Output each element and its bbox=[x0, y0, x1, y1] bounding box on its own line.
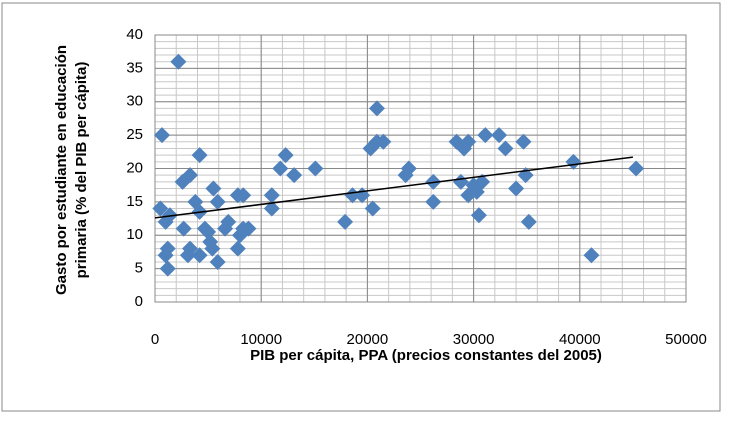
data-point bbox=[277, 147, 294, 164]
x-tick-label: 50000 bbox=[665, 331, 707, 348]
y-axis-title: Gasto por estudiante en educación bbox=[53, 45, 70, 295]
y-tick-label: 0 bbox=[135, 293, 143, 310]
data-point bbox=[175, 220, 192, 237]
data-point bbox=[204, 240, 221, 257]
chart-frame bbox=[1, 2, 721, 412]
data-point bbox=[182, 167, 199, 184]
x-tick-label: 20000 bbox=[347, 331, 389, 348]
data-point bbox=[474, 173, 491, 190]
data-point bbox=[307, 160, 324, 177]
data-point bbox=[263, 187, 280, 204]
data-point bbox=[470, 207, 487, 224]
x-tick-label: 30000 bbox=[453, 331, 495, 348]
data-point bbox=[337, 213, 354, 230]
data-point bbox=[229, 240, 246, 257]
x-axis-title: PIB per cápita, PPA (precios constantes … bbox=[250, 347, 602, 364]
data-point bbox=[477, 127, 494, 144]
data-point bbox=[263, 200, 280, 217]
data-point bbox=[491, 127, 508, 144]
x-tick-label: 40000 bbox=[559, 331, 601, 348]
data-point bbox=[191, 247, 208, 264]
data-point bbox=[286, 167, 303, 184]
data-point bbox=[154, 127, 171, 144]
data-point bbox=[157, 247, 174, 264]
data-point bbox=[460, 133, 477, 150]
plot-area bbox=[154, 34, 687, 303]
data-point bbox=[235, 187, 252, 204]
data-point bbox=[497, 140, 514, 157]
data-point bbox=[583, 247, 600, 264]
y-tick-label: 20 bbox=[126, 159, 143, 176]
data-point bbox=[191, 147, 208, 164]
data-point bbox=[205, 180, 222, 197]
y-tick-label: 35 bbox=[126, 59, 143, 76]
y-tick-label: 10 bbox=[126, 226, 143, 243]
data-point bbox=[272, 160, 289, 177]
y-tick-label: 30 bbox=[126, 93, 143, 110]
y-tick-label: 25 bbox=[126, 126, 143, 143]
trendline bbox=[154, 156, 633, 219]
data-point bbox=[520, 213, 537, 230]
data-point bbox=[364, 200, 381, 217]
data-point bbox=[220, 213, 237, 230]
data-point bbox=[152, 200, 169, 217]
data-point bbox=[375, 133, 392, 150]
data-point bbox=[159, 260, 176, 277]
data-point bbox=[344, 187, 361, 204]
y-tick-label: 5 bbox=[135, 260, 143, 277]
y-tick-label: 40 bbox=[126, 26, 143, 43]
data-point bbox=[425, 193, 442, 210]
x-tick-label: 10000 bbox=[240, 331, 282, 348]
data-point bbox=[209, 253, 226, 270]
data-point bbox=[231, 227, 248, 244]
data-point bbox=[628, 160, 645, 177]
data-point bbox=[170, 53, 187, 70]
data-point bbox=[400, 160, 417, 177]
y-axis-title: primaria (% del PIB per cápita) bbox=[73, 62, 90, 279]
data-point bbox=[508, 180, 525, 197]
data-point bbox=[209, 193, 226, 210]
data-point bbox=[515, 133, 532, 150]
x-tick-label: 0 bbox=[151, 331, 159, 348]
data-point bbox=[179, 247, 196, 264]
data-point bbox=[161, 207, 178, 224]
y-tick-label: 15 bbox=[126, 193, 143, 210]
data-point bbox=[368, 100, 385, 117]
